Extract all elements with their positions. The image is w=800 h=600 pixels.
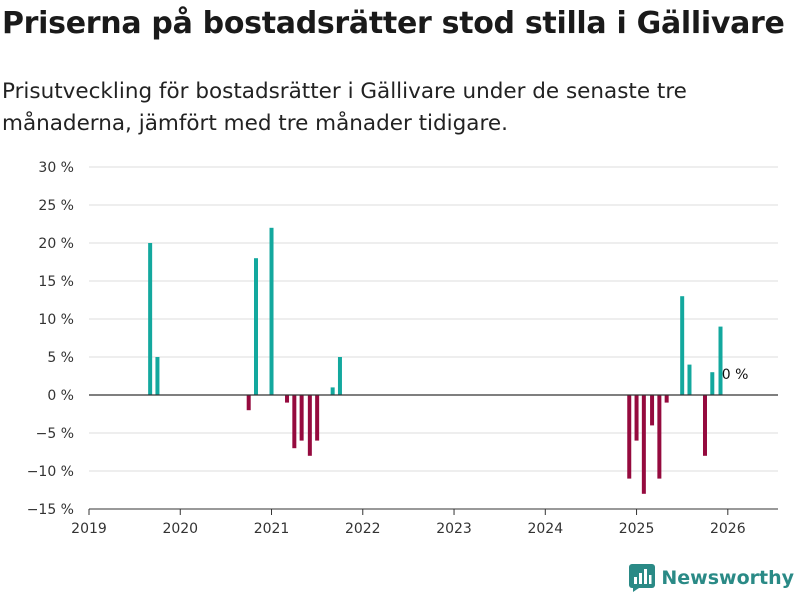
y-tick-label: 10 % bbox=[38, 312, 74, 328]
y-tick-label: 30 % bbox=[38, 160, 74, 176]
x-tick-label: 2023 bbox=[436, 521, 472, 537]
newsworthy-logo-text: Newsworthy bbox=[661, 567, 794, 589]
value-labels: 0 % bbox=[722, 367, 749, 383]
bar bbox=[337, 357, 342, 395]
bar bbox=[155, 357, 160, 395]
bar bbox=[307, 395, 312, 456]
y-tick-label: −15 % bbox=[27, 502, 74, 518]
y-axis-ticks: −15 % −10 % −5 % 0 % 5 % 10 % 15 % 20 % 25 % 30 % bbox=[27, 160, 74, 518]
newsworthy-logo: Newsworthy bbox=[629, 564, 794, 592]
y-tick-label: 15 % bbox=[38, 274, 74, 290]
bar bbox=[627, 395, 632, 479]
bar bbox=[710, 372, 715, 395]
bar bbox=[330, 387, 335, 395]
x-tick-label: 2019 bbox=[71, 521, 107, 537]
bar bbox=[650, 395, 655, 426]
x-tick-label: 2021 bbox=[254, 521, 290, 537]
bar bbox=[641, 395, 646, 494]
bar bbox=[292, 395, 297, 449]
bar bbox=[285, 395, 290, 403]
newsworthy-logo-icon bbox=[629, 564, 656, 592]
chart-subtitle: Prisutveckling för bostadsrätter i Gälli… bbox=[2, 79, 687, 136]
bar bbox=[254, 258, 259, 395]
x-tick-label: 2022 bbox=[345, 521, 381, 537]
bar bbox=[148, 243, 153, 395]
y-tick-label: 20 % bbox=[38, 236, 74, 252]
bar bbox=[299, 395, 304, 441]
x-tick-label: 2020 bbox=[162, 521, 198, 537]
x-tick-label: 2026 bbox=[710, 521, 746, 537]
bar bbox=[718, 326, 723, 395]
y-tick-label: −10 % bbox=[27, 464, 74, 480]
grid-lines bbox=[89, 166, 778, 510]
x-axis: 2019 2020 2021 2022 2023 2024 2025 2026 bbox=[71, 508, 778, 537]
y-tick-label: 25 % bbox=[38, 198, 74, 214]
bar bbox=[702, 395, 707, 456]
chart-title: Priserna på bostadsrätter stod stilla i … bbox=[2, 6, 785, 41]
last-value-label: 0 % bbox=[722, 367, 749, 383]
bar bbox=[687, 364, 692, 395]
bars bbox=[89, 227, 778, 494]
bar bbox=[664, 395, 669, 403]
bar bbox=[269, 227, 274, 395]
bar bbox=[657, 395, 662, 479]
y-tick-label: −5 % bbox=[36, 426, 74, 442]
x-tick-label: 2024 bbox=[527, 521, 563, 537]
y-tick-label: 0 % bbox=[47, 388, 74, 404]
x-tick-label: 2025 bbox=[619, 521, 655, 537]
bar bbox=[680, 296, 685, 395]
bar bbox=[315, 395, 320, 441]
bar bbox=[246, 395, 251, 411]
bar bbox=[634, 395, 639, 441]
y-tick-label: 5 % bbox=[47, 350, 74, 366]
